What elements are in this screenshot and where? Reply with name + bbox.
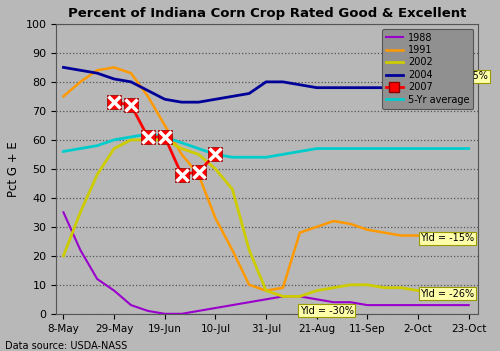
Legend: 1988, 1991, 2002, 2004, 2007, 5-Yr average: 1988, 1991, 2002, 2004, 2007, 5-Yr avera… xyxy=(382,29,474,109)
Y-axis label: Pct G + E: Pct G + E xyxy=(7,141,20,197)
Text: Yld = +15.5%: Yld = +15.5% xyxy=(420,71,488,81)
Text: Yld = -15%: Yld = -15% xyxy=(420,233,474,244)
Text: Yld = -26%: Yld = -26% xyxy=(420,289,474,298)
Text: Yld = -30%: Yld = -30% xyxy=(300,306,354,316)
Text: Data source: USDA-NASS: Data source: USDA-NASS xyxy=(5,341,127,351)
Title: Percent of Indiana Corn Crop Rated Good & Excellent: Percent of Indiana Corn Crop Rated Good … xyxy=(68,7,466,20)
